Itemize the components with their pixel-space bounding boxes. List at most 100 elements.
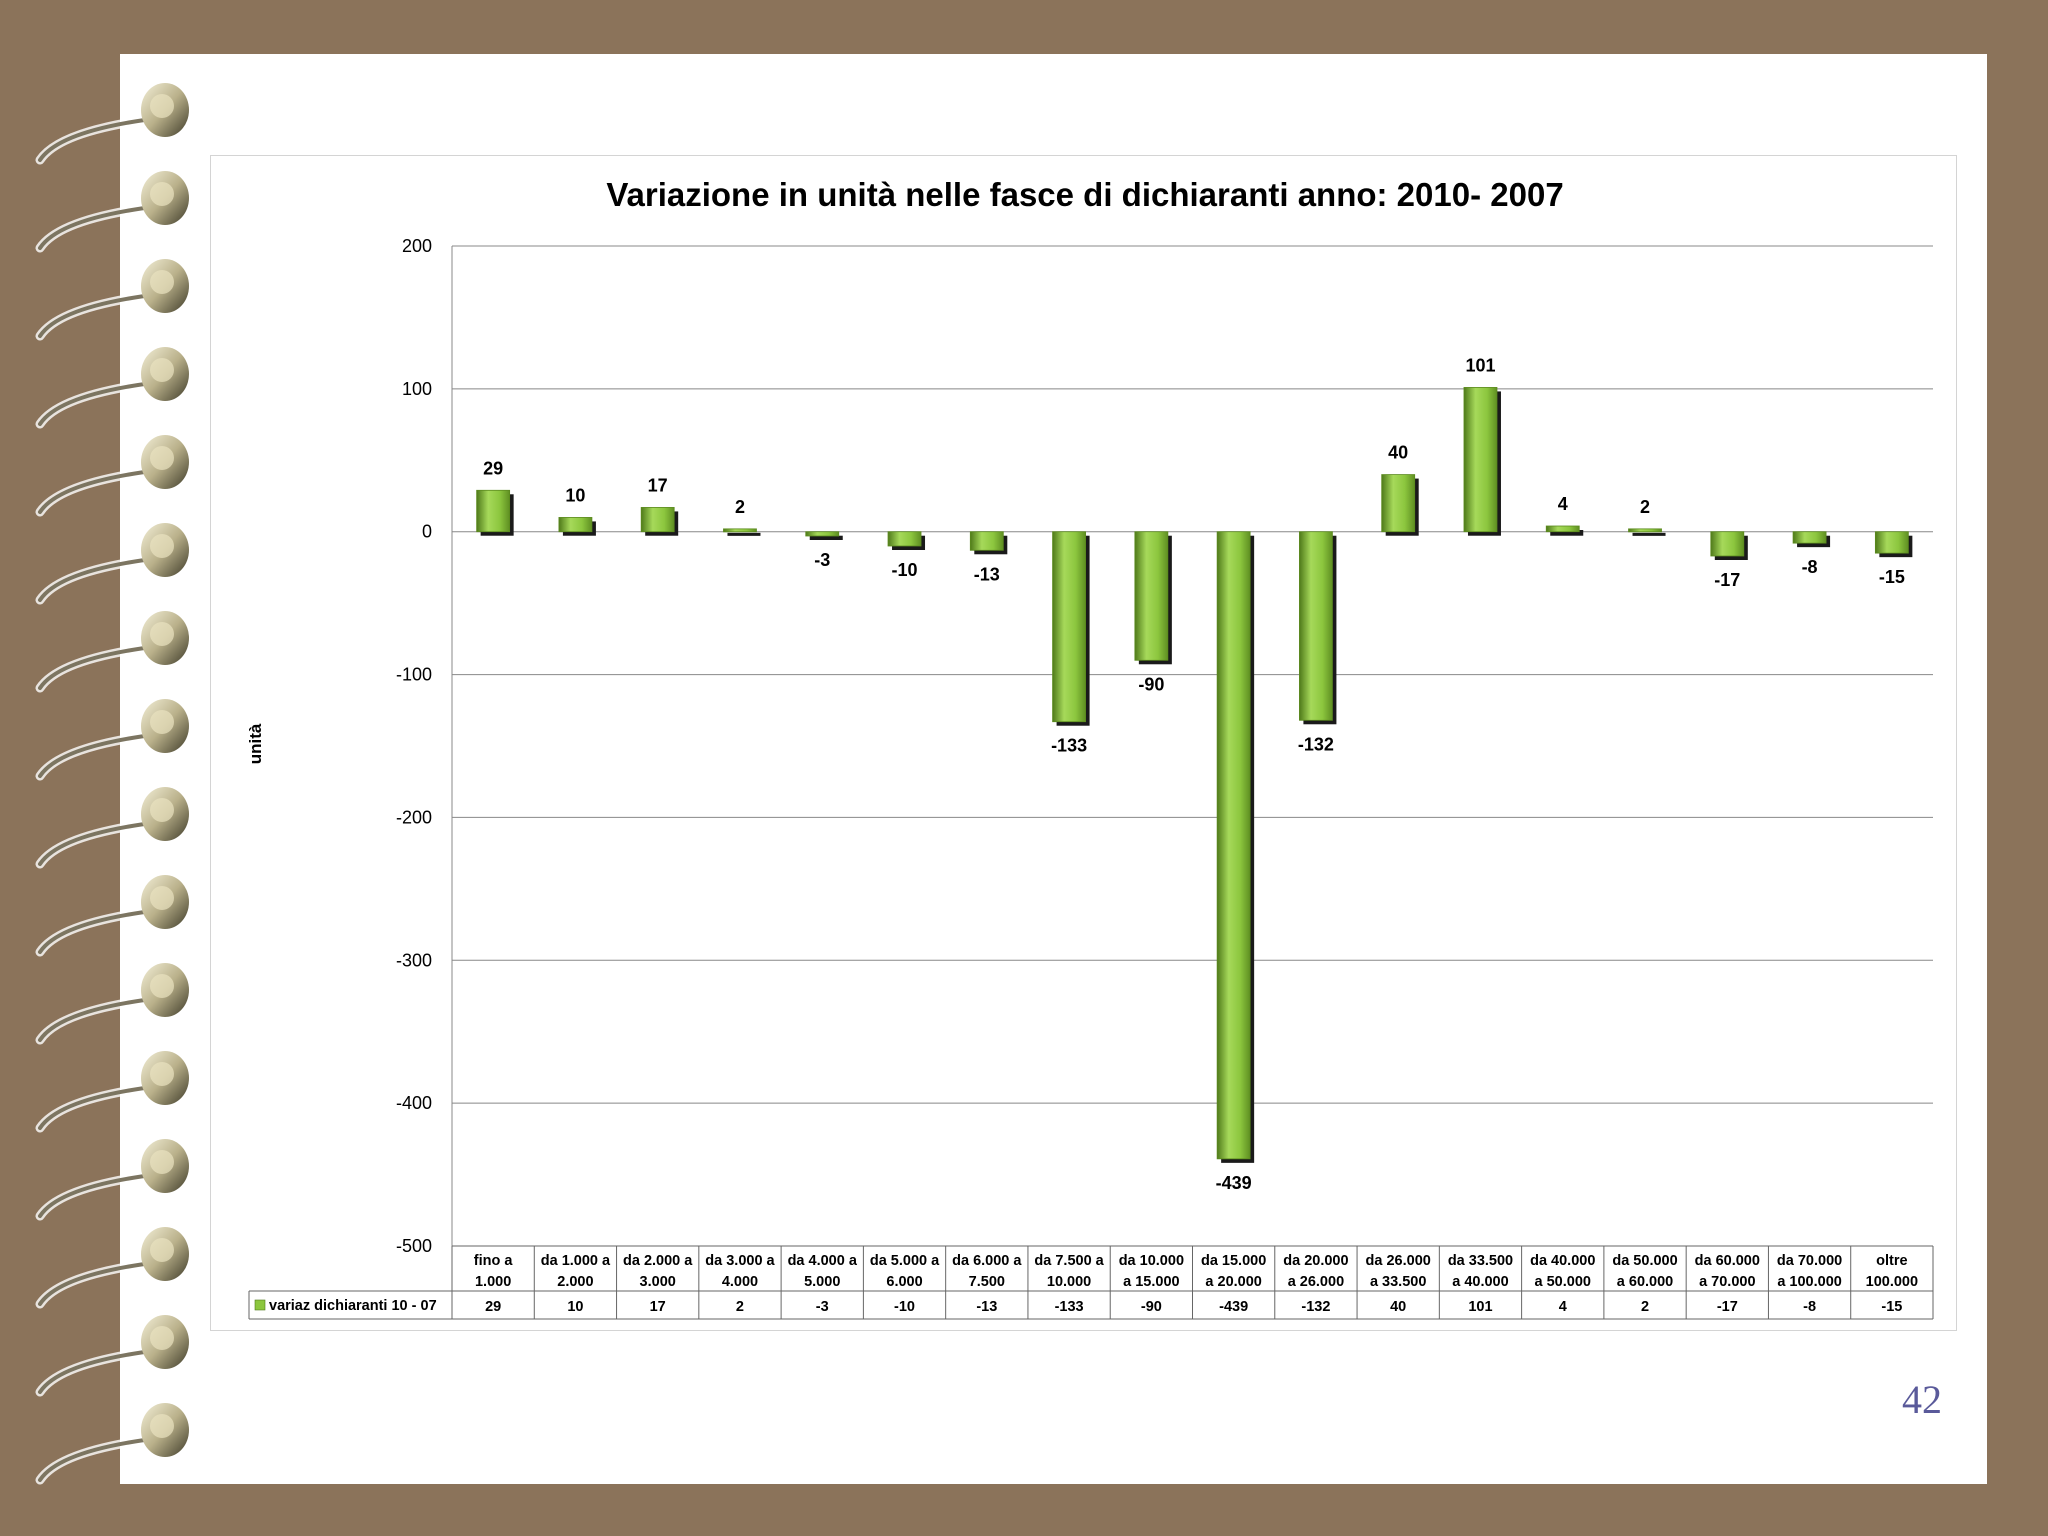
spiral-ring (35, 347, 189, 429)
category-label: da 4.000 a 5.000 (788, 1253, 858, 1290)
spiral-ring (35, 699, 189, 781)
bar (887, 531, 922, 547)
bar (476, 489, 511, 533)
spiral-ring (35, 1227, 189, 1309)
y-tick-label: -100 (396, 665, 432, 685)
spiral-ring (35, 1139, 189, 1221)
bar-shadow (1550, 530, 1584, 536)
bar (1463, 387, 1498, 533)
spiral-ring (35, 611, 189, 693)
spiral-ring (35, 435, 189, 517)
table-value: 2 (736, 1299, 744, 1315)
spiral-binding (35, 83, 189, 1485)
bar (1545, 525, 1580, 533)
table-value: 29 (485, 1299, 501, 1315)
table-value: -439 (1219, 1299, 1248, 1315)
table-value: -133 (1055, 1299, 1084, 1315)
bar (969, 531, 1004, 551)
table-value: 101 (1468, 1299, 1492, 1315)
category-label: da 70.000 a 100.000 (1777, 1253, 1842, 1290)
y-tick-label: 200 (402, 236, 432, 256)
data-label: 4 (1558, 494, 1568, 514)
table-value: 17 (650, 1299, 666, 1315)
category-label: da 33.500 a 40.000 (1448, 1253, 1513, 1290)
data-label: -90 (1138, 674, 1164, 694)
table-value: 4 (1559, 1299, 1567, 1315)
data-label: -439 (1216, 1173, 1252, 1193)
bar (1874, 531, 1909, 554)
spiral-ring (35, 963, 189, 1045)
data-label: -8 (1802, 557, 1818, 577)
bar (1216, 531, 1251, 1160)
category-label: da 50.000 a 60.000 (1612, 1253, 1677, 1290)
bar (1628, 528, 1662, 533)
y-tick-label: -300 (396, 950, 432, 970)
data-label: -132 (1298, 734, 1334, 754)
category-label: da 26.000 a 33.500 (1366, 1253, 1431, 1290)
data-label: -10 (892, 560, 918, 580)
data-label: 101 (1465, 355, 1495, 375)
table-value: -17 (1717, 1299, 1738, 1315)
category-label: da 7.500 a 10.000 (1034, 1253, 1104, 1290)
page-number: 42 (1902, 1377, 1942, 1422)
category-label: da 1.000 a 2.000 (541, 1253, 611, 1290)
spiral-ring (35, 171, 189, 253)
data-label: 29 (483, 458, 503, 478)
bar-shadow (1632, 532, 1666, 536)
data-label: 40 (1388, 443, 1408, 463)
bar (805, 531, 840, 537)
bar (640, 507, 675, 533)
category-label: da 6.000 a 7.500 (952, 1253, 1022, 1290)
category-label: da 10.000 a 15.000 (1119, 1253, 1184, 1290)
bar (1710, 531, 1745, 557)
bar (1134, 531, 1169, 661)
spiral-ring (35, 1051, 189, 1133)
data-label: -17 (1714, 570, 1740, 590)
spiral-ring (35, 875, 189, 957)
table-value: -3 (816, 1299, 829, 1315)
y-tick-label: 0 (422, 522, 432, 542)
data-label: 2 (735, 497, 745, 517)
category-label: da 15.000 a 20.000 (1201, 1253, 1266, 1290)
bar-shadow (809, 535, 843, 540)
category-label: da 2.000 a 3.000 (623, 1253, 693, 1290)
y-tick-label: -500 (396, 1236, 432, 1256)
spiral-ring (35, 83, 189, 165)
table-value: -13 (976, 1299, 997, 1315)
legend-swatch (254, 1299, 266, 1311)
data-label: -3 (814, 550, 830, 570)
chart-area: Variazione in unità nelle fasce di dichi… (210, 155, 1957, 1331)
bar-shadow (727, 532, 761, 536)
data-label: 10 (565, 485, 585, 505)
chart-title: Variazione in unità nelle fasce di dichi… (606, 176, 1563, 213)
data-label: -13 (974, 564, 1000, 584)
bar (723, 528, 757, 533)
category-label: da 3.000 a 4.000 (705, 1253, 775, 1290)
data-label: -15 (1879, 567, 1905, 587)
data-label: 17 (648, 475, 668, 495)
y-tick-label: 100 (402, 379, 432, 399)
spiral-ring (35, 1403, 189, 1485)
table-value: -90 (1141, 1299, 1162, 1315)
category-label: da 40.000 a 50.000 (1530, 1253, 1595, 1290)
spiral-ring (35, 523, 189, 605)
table-value: -132 (1301, 1299, 1330, 1315)
bar (558, 517, 593, 533)
bar (1052, 531, 1086, 723)
y-tick-label: -400 (396, 1093, 432, 1113)
table-value: -15 (1881, 1299, 1902, 1315)
table-value: 10 (567, 1299, 583, 1315)
bar (1381, 474, 1416, 533)
bar (1792, 531, 1827, 544)
category-label: fino a 1.000 (474, 1253, 514, 1290)
bar (1299, 531, 1333, 721)
category-label: da 20.000 a 26.000 (1283, 1253, 1348, 1290)
spiral-ring (35, 1315, 189, 1397)
y-axis-label: unità (246, 723, 265, 764)
data-label: -133 (1051, 736, 1087, 756)
category-label: da 60.000 a 70.000 (1695, 1253, 1760, 1290)
table-value: 40 (1390, 1299, 1406, 1315)
spiral-ring (35, 787, 189, 869)
spiral-ring (35, 259, 189, 341)
category-label: oltre 100.000 (1866, 1253, 1918, 1290)
